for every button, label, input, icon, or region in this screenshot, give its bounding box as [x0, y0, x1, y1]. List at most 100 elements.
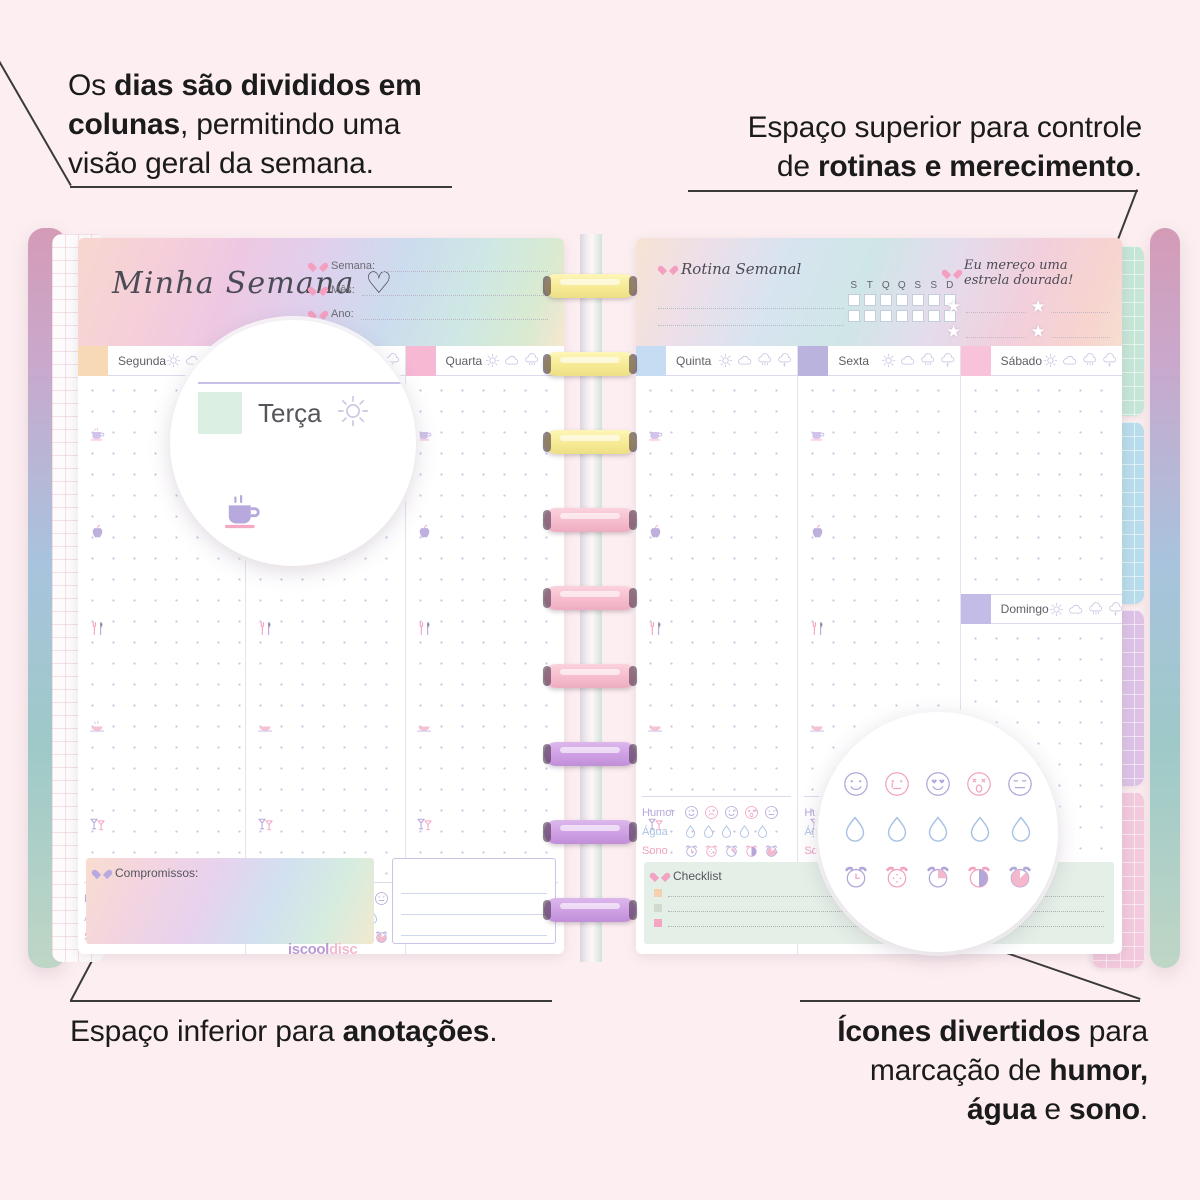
weather-icons[interactable] [881, 353, 956, 368]
storm-cloud-icon[interactable] [1102, 353, 1118, 368]
merit-line[interactable] [966, 326, 1026, 338]
water-drop-icon[interactable] [1008, 814, 1034, 846]
checkbox[interactable] [928, 310, 940, 322]
mood-sad-icon[interactable] [883, 770, 911, 798]
checkbox[interactable] [864, 310, 876, 322]
checkbox[interactable] [896, 310, 908, 322]
checkbox[interactable] [912, 294, 924, 306]
rotina-line[interactable] [658, 309, 844, 326]
sun-icon[interactable] [1043, 353, 1058, 368]
mood-faces[interactable] [842, 770, 1034, 798]
rain-cloud-icon[interactable] [1088, 601, 1104, 617]
water-drop-icon[interactable] [842, 814, 868, 846]
field-input-line[interactable] [361, 285, 548, 296]
water-drops[interactable] [842, 814, 1034, 846]
star-icon[interactable]: ★ [1030, 322, 1046, 341]
star-icon[interactable]: ★ [946, 322, 962, 341]
storm-cloud-icon[interactable] [1108, 601, 1122, 617]
alarm-clock-icon[interactable] [684, 843, 699, 858]
notes-box[interactable] [392, 858, 556, 944]
checkbox[interactable] [654, 889, 662, 897]
checkbox[interactable] [944, 310, 956, 322]
alarm-clock-icon[interactable] [924, 862, 952, 890]
checkbox[interactable] [880, 310, 892, 322]
checkbox[interactable] [944, 294, 956, 306]
rain-cloud-icon[interactable] [757, 353, 773, 368]
dot-grid[interactable] [964, 380, 1118, 592]
cloud-icon[interactable] [1062, 353, 1078, 368]
compromissos-box[interactable]: Compromissos: [86, 858, 374, 944]
cloud-icon[interactable] [900, 353, 916, 368]
sun-icon[interactable] [336, 394, 370, 428]
cloud-icon[interactable] [737, 353, 753, 368]
binding-disc[interactable] [543, 352, 637, 376]
mood-happy-icon[interactable] [684, 805, 699, 820]
alarm-clock-icon[interactable] [374, 929, 389, 944]
merit-row[interactable]: ★ ★ [946, 298, 1110, 315]
water-drop-icon[interactable] [702, 824, 715, 840]
alarm-clock-icon[interactable] [883, 862, 911, 890]
checkbox[interactable] [880, 294, 892, 306]
field-mes[interactable]: Mês: [312, 284, 548, 296]
merit-line[interactable] [1050, 301, 1110, 313]
sun-icon[interactable] [718, 353, 733, 368]
dot-grid[interactable] [640, 380, 794, 876]
binding-disc[interactable] [543, 430, 637, 454]
water-drops[interactable] [684, 824, 769, 840]
alarm-clocks[interactable] [842, 862, 1034, 890]
alarm-clock-icon[interactable] [704, 843, 719, 858]
merit-section[interactable]: Eu mereço uma estrela dourada! ★ ★ ★ ★ [946, 258, 1110, 348]
alarm-clock-icon[interactable] [965, 862, 993, 890]
weather-icons[interactable] [718, 353, 793, 368]
day-column-sabado-domingo[interactable]: Sábado Domingo [960, 345, 1122, 954]
checkbox[interactable] [896, 294, 908, 306]
binding-disc[interactable] [543, 508, 637, 532]
sun-icon[interactable] [166, 353, 181, 368]
sun-icon[interactable] [485, 353, 500, 368]
note-line[interactable] [401, 894, 547, 915]
mood-love-icon[interactable] [924, 770, 952, 798]
mood-shocked-icon[interactable] [965, 770, 993, 798]
mood-shocked-icon[interactable] [744, 805, 759, 820]
binding-disc[interactable] [543, 586, 637, 610]
binding-disc[interactable] [543, 274, 637, 298]
alarm-clock-icon[interactable] [744, 843, 759, 858]
mood-neutral-icon[interactable] [374, 891, 389, 906]
storm-cloud-icon[interactable] [777, 353, 793, 368]
day-column-quinta[interactable]: Quinta [636, 345, 799, 954]
star-icon[interactable]: ★ [1030, 297, 1046, 316]
weekday-checkbox-row[interactable] [848, 310, 956, 322]
rotina-lines[interactable] [658, 292, 844, 326]
water-drop-icon[interactable] [967, 814, 993, 846]
water-drop-icon[interactable] [884, 814, 910, 846]
merit-row[interactable]: ★ ★ [946, 323, 1110, 340]
tracker-row-agua[interactable]: Água [642, 822, 791, 841]
merit-line[interactable] [966, 301, 1026, 313]
checkbox[interactable] [848, 294, 860, 306]
rain-cloud-icon[interactable] [920, 353, 936, 368]
tracker-row-humor[interactable]: Humor [642, 803, 791, 822]
weekday-checkbox-grid[interactable]: S T Q Q S S D [848, 280, 956, 326]
weather-icons[interactable] [1049, 601, 1122, 617]
mood-neutral-icon[interactable] [764, 805, 779, 820]
mood-neutral-icon[interactable] [1006, 770, 1034, 798]
binding-disc[interactable] [543, 742, 637, 766]
field-semana[interactable]: Semana: [312, 260, 548, 272]
sun-icon[interactable] [1049, 602, 1064, 617]
tracker-quinta[interactable]: Humor Água [642, 796, 792, 862]
alarm-clocks[interactable] [684, 843, 779, 858]
note-line[interactable] [401, 873, 547, 894]
weekday-checkbox-row[interactable] [848, 294, 956, 306]
cloud-icon[interactable] [504, 353, 520, 368]
mood-love-icon[interactable] [724, 805, 739, 820]
storm-cloud-icon[interactable] [385, 353, 401, 368]
field-ano[interactable]: Ano: [312, 308, 548, 320]
alarm-clock-icon[interactable] [724, 843, 739, 858]
weather-icons[interactable] [336, 394, 370, 433]
storm-cloud-icon[interactable] [940, 353, 956, 368]
field-input-line[interactable] [382, 261, 548, 272]
checkbox[interactable] [864, 294, 876, 306]
merit-line[interactable] [1050, 326, 1110, 338]
weather-icons[interactable] [1043, 353, 1118, 368]
rotina-line[interactable] [658, 292, 844, 309]
